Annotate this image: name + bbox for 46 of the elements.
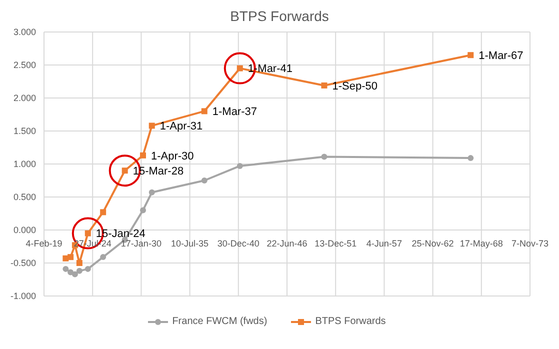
y-tick-label: 0.000 [13, 225, 36, 236]
annotation: 1-Apr-31 [160, 120, 203, 133]
point [100, 254, 106, 260]
x-tick-label: 30-Dec-40 [217, 238, 260, 248]
legend-label: BTPS Forwards [315, 316, 386, 327]
point [468, 155, 474, 162]
x-tick-label: 22-Jun-46 [266, 238, 308, 248]
y-tick-label: 1.500 [13, 126, 36, 136]
point [84, 266, 91, 272]
point [140, 207, 146, 214]
point [321, 154, 328, 160]
point [201, 178, 208, 184]
point [76, 268, 82, 274]
x-tick-label: 7-Nov-73 [511, 238, 549, 248]
point [140, 152, 146, 158]
legend-label: France FWCM (fwds) [172, 316, 268, 327]
x-tick-label: 10-Jul-35 [171, 238, 209, 248]
x-tick-label: 4-Jun-57 [366, 238, 402, 248]
x-tick-label: 17-Jan-30 [120, 238, 162, 248]
y-tick-label: 3.000 [13, 27, 36, 38]
y-tick-label: -0.500 [10, 258, 36, 268]
point [100, 209, 106, 216]
point [72, 271, 78, 278]
annotation: 1-Mar-67 [478, 50, 524, 62]
x-tick-label: 13-Dec-51 [314, 238, 357, 248]
y-tick-label: 0.500 [13, 192, 36, 202]
chart-title: BTPS Forwards [229, 8, 330, 24]
point [468, 52, 474, 58]
y-tick-label: -1.000 [10, 291, 36, 302]
annotation: 1-Sep-50 [332, 80, 378, 92]
point [62, 266, 69, 272]
y-tick-label: 2.500 [13, 60, 36, 70]
point [68, 254, 74, 260]
x-tick-label: 4-Feb-19 [26, 238, 62, 248]
y-tick-label: 1.000 [13, 159, 36, 170]
point [201, 108, 208, 114]
point [148, 122, 155, 129]
x-tick-label: 25-Nov-62 [412, 238, 454, 248]
point [148, 189, 155, 196]
point [76, 260, 82, 266]
annotation: 1-Apr-30 [151, 150, 194, 162]
point [321, 82, 328, 88]
y-tick-label: 2.000 [13, 93, 36, 104]
point [236, 162, 243, 169]
x-tick-label: 17-May-68 [460, 238, 503, 248]
annotation: 1-Mar-37 [212, 106, 258, 118]
